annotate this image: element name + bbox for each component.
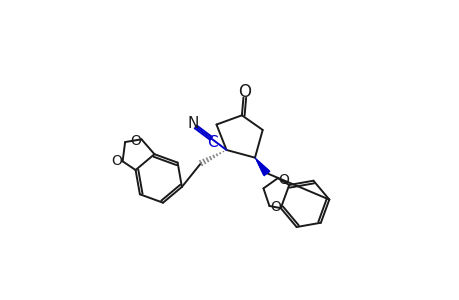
Text: O: O [269,200,280,214]
Text: O: O [129,134,140,148]
Text: O: O [111,154,122,167]
Text: O: O [278,173,289,188]
Text: O: O [238,83,251,101]
Text: C: C [207,135,218,150]
Text: N: N [187,116,199,131]
